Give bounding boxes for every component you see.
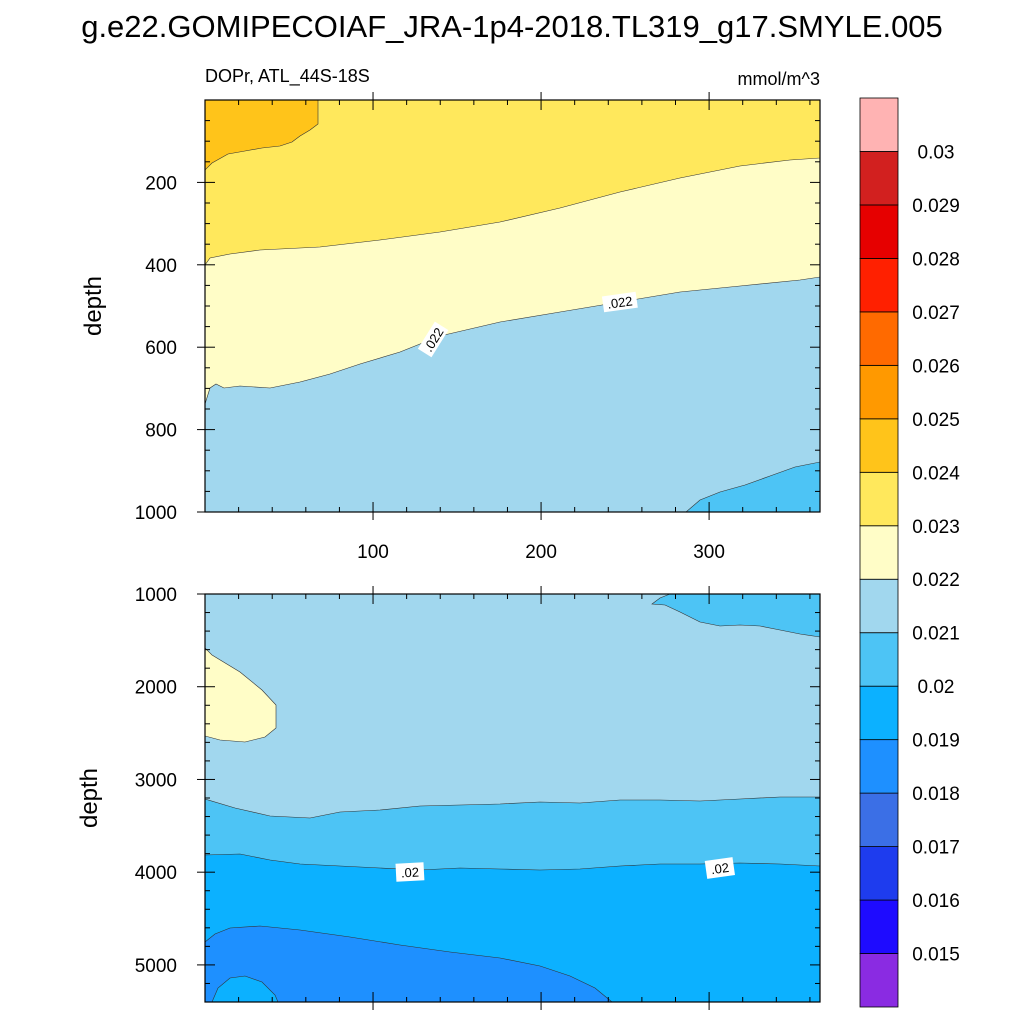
- bottom-region-0020-0021-top: [651, 594, 820, 638]
- colorbar-label: 0.019: [912, 731, 960, 752]
- colorbar-box: [859, 418, 899, 473]
- variable-label: DOPr, ATL_44S-18S: [205, 66, 370, 87]
- colorbar-box: [859, 471, 899, 527]
- x-tick-label: 100: [357, 542, 389, 563]
- colorbar-box: [859, 792, 899, 847]
- bottom-contour-label-1: .02: [395, 862, 425, 882]
- colorbar-label: 0.024: [912, 463, 960, 484]
- bottom-region-0018-0019: [205, 925, 613, 1002]
- top-region-0020-0021: [685, 461, 820, 512]
- y-tick-label: 1000: [135, 585, 177, 606]
- top-contour-label-2: .022: [601, 291, 638, 313]
- colorbar-box: [859, 953, 899, 1008]
- bottom-contour-label-2: .02: [704, 857, 735, 879]
- figure-title: g.e22.GOMIPECOIAF_JRA-1p4-2018.TL319_g17…: [81, 9, 943, 44]
- colorbar-label: 0.029: [912, 196, 960, 217]
- y-tick-label: 3000: [135, 770, 177, 791]
- colorbar-label: 0.017: [912, 838, 960, 859]
- y-tick-label: 4000: [135, 863, 177, 884]
- colorbar-box: [859, 151, 899, 206]
- colorbar-label: 0.03: [918, 142, 955, 163]
- y-tick-label: 1000: [135, 503, 177, 524]
- top-ticks: [197, 92, 820, 520]
- colorbar-label: 0.027: [912, 303, 960, 324]
- colorbar-box: [859, 311, 899, 366]
- colorbar-label: 0.02: [918, 677, 955, 698]
- bottom-contour-label-2-text: .02: [710, 860, 730, 877]
- bottom-panel: .02 .02 depth: [76, 586, 821, 1010]
- colorbar-box: [859, 739, 899, 794]
- top-panel: .022 .022 DOPr, ATL_44S-18S mmol/m^3 dep…: [80, 66, 821, 520]
- colorbar-box: [859, 204, 899, 259]
- y-tick-label: 600: [145, 338, 177, 359]
- colorbar-box: [859, 846, 899, 901]
- colorbar-label: 0.018: [912, 784, 960, 805]
- y-tick-label: 5000: [135, 956, 177, 977]
- colorbar-label: 0.016: [912, 891, 960, 912]
- colorbar-box: [859, 632, 899, 687]
- bottom-region-0019-0020-pocket: [211, 975, 279, 1002]
- bottom-y-axis-label: depth: [76, 768, 103, 828]
- colorbar-box: [859, 685, 899, 741]
- colorbar-box: [859, 364, 899, 420]
- bottom-region-0022-0023: [205, 647, 277, 743]
- colorbar-box: [859, 899, 899, 954]
- top-contour-label-2-text: .022: [606, 293, 633, 311]
- x-tick-label: 300: [693, 542, 725, 563]
- colorbar-box: [859, 97, 899, 152]
- x-tick-label: 200: [525, 542, 557, 563]
- bottom-contour-label-1-text: .02: [401, 865, 420, 881]
- units-label: mmol/m^3: [738, 69, 820, 89]
- top-region-0024-0025: [205, 100, 319, 171]
- colorbar-box: [859, 578, 899, 634]
- colorbar-label: 0.023: [912, 517, 960, 538]
- colorbar: 0.015 0.016 0.017 0.018 0.019 0.02 0.021 0.022 0…: [859, 97, 960, 1008]
- colorbar-label: 0.015: [912, 945, 960, 966]
- colorbar-label: 0.021: [912, 624, 960, 645]
- top-region-0023-0024: [205, 100, 820, 266]
- colorbar-label: 0.022: [912, 570, 960, 591]
- y-tick-label: 400: [145, 256, 177, 277]
- y-tick-label: 800: [145, 421, 177, 442]
- y-tick-label: 2000: [135, 678, 177, 699]
- colorbar-label: 0.028: [912, 249, 960, 270]
- top-y-axis-label: depth: [80, 276, 107, 336]
- colorbar-label: 0.026: [912, 356, 960, 377]
- bottom-ticks: [197, 586, 820, 1010]
- y-tick-label: 200: [145, 173, 177, 194]
- colorbar-box: [859, 525, 899, 580]
- colorbar-box: [859, 258, 899, 313]
- colorbar-label: 0.025: [912, 410, 960, 431]
